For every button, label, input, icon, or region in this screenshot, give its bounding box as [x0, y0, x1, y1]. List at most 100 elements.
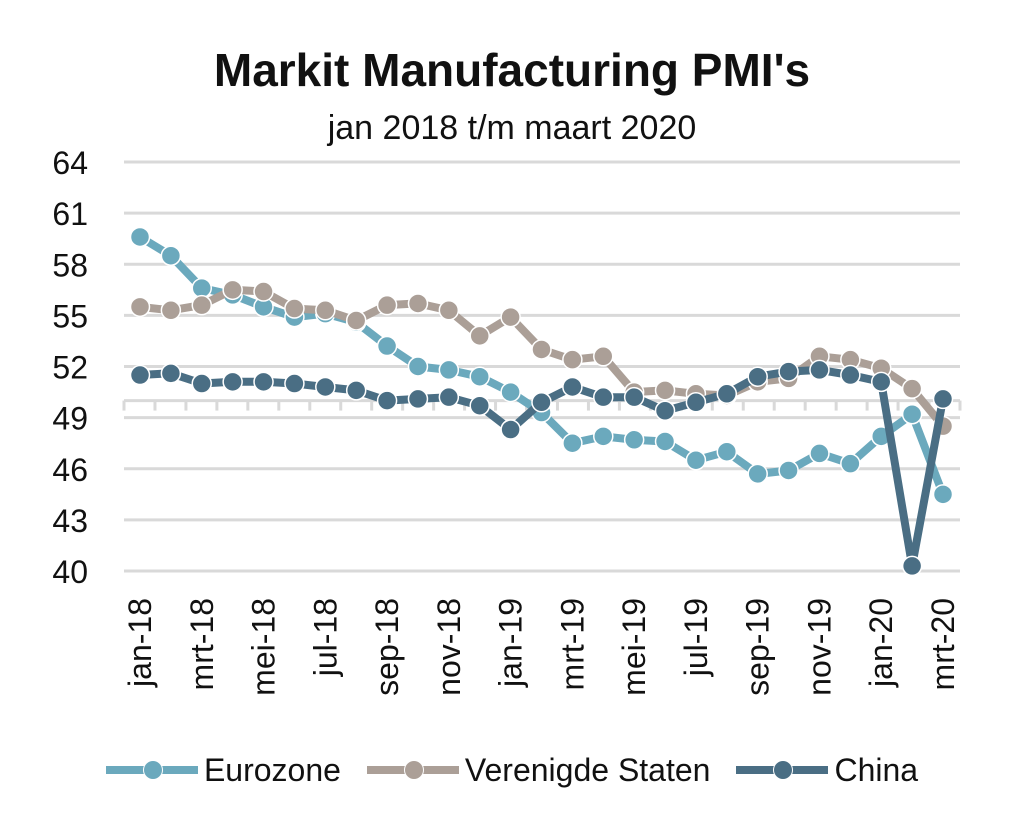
y-tick-label-58: 58 — [52, 247, 88, 283]
x-tick-label-jul-19: jul-19 — [678, 598, 714, 677]
data-point-verenigde-staten-mrt-18[interactable] — [191, 294, 213, 316]
y-tick-label-52: 52 — [52, 350, 88, 386]
data-point-eurozone-dec-18[interactable] — [469, 366, 490, 387]
legend-swatch-china — [736, 760, 829, 780]
data-point-china-jan-18[interactable] — [129, 364, 151, 386]
data-point-china-jan-20[interactable] — [870, 371, 892, 393]
data-point-china-feb-18[interactable] — [160, 363, 182, 384]
data-point-china-okt-19[interactable] — [778, 361, 799, 382]
data-point-china-jun-18[interactable] — [284, 373, 305, 394]
data-point-china-jun-19[interactable] — [654, 400, 676, 422]
data-point-eurozone-nov-18[interactable] — [438, 359, 460, 381]
data-point-eurozone-sep-19[interactable] — [747, 463, 768, 485]
data-point-verenigde-staten-apr-19[interactable] — [593, 346, 614, 367]
legend-item-china[interactable]: China — [736, 752, 918, 789]
data-point-eurozone-mei-19[interactable] — [623, 429, 645, 451]
legend: Eurozone Verenigde Staten China — [0, 742, 1024, 798]
data-point-china-nov-19[interactable] — [809, 359, 830, 381]
x-tick-label-sep-18: sep-18 — [369, 598, 405, 696]
y-tick-label-46: 46 — [52, 452, 88, 488]
y-tick-label-61: 61 — [52, 196, 88, 232]
y-tick-label-55: 55 — [52, 298, 88, 334]
data-point-verenigde-staten-jan-18[interactable] — [129, 296, 151, 318]
data-point-china-mrt-20[interactable] — [932, 388, 954, 410]
data-point-china-sep-19[interactable] — [747, 366, 768, 387]
data-point-china-feb-20[interactable] — [901, 555, 923, 577]
data-point-eurozone-feb-18[interactable] — [160, 245, 182, 266]
data-point-verenigde-staten-apr-18[interactable] — [222, 279, 243, 301]
x-tick-label-jan-18: jan-18 — [122, 598, 158, 688]
data-point-eurozone-jul-19[interactable] — [685, 449, 707, 471]
data-point-eurozone-sep-18[interactable] — [376, 335, 398, 357]
series-layer — [129, 226, 954, 577]
data-point-verenigde-staten-aug-18[interactable] — [345, 310, 367, 331]
data-point-eurozone-feb-20[interactable] — [901, 403, 923, 425]
data-point-eurozone-jan-18[interactable] — [129, 226, 151, 248]
data-point-verenigde-staten-mrt-19[interactable] — [562, 349, 583, 370]
x-tick-label-mei-19: mei-19 — [616, 598, 652, 696]
data-point-eurozone-dec-19[interactable] — [840, 453, 861, 474]
data-point-china-aug-19[interactable] — [716, 383, 738, 405]
series-china — [129, 359, 954, 577]
legend-swatch-eurozone — [105, 760, 198, 780]
y-axis-tick-labels: 40 43 46 49 52 55 58 61 64 — [52, 145, 88, 590]
x-tick-label-mei-18: mei-18 — [246, 598, 282, 696]
data-point-eurozone-jan-19[interactable] — [500, 381, 521, 403]
data-point-verenigde-staten-jan-19[interactable] — [500, 306, 521, 328]
data-point-china-aug-18[interactable] — [345, 380, 367, 401]
data-point-china-okt-18[interactable] — [407, 388, 429, 410]
data-point-eurozone-mrt-19[interactable] — [562, 432, 583, 454]
data-point-china-dec-19[interactable] — [840, 364, 861, 386]
data-point-verenigde-staten-nov-18[interactable] — [438, 300, 460, 321]
chart-title: Markit Manufacturing PMI's — [213, 44, 811, 96]
data-point-verenigde-staten-feb-20[interactable] — [901, 378, 923, 399]
data-point-eurozone-aug-19[interactable] — [716, 441, 738, 462]
data-point-eurozone-okt-18[interactable] — [407, 356, 429, 377]
data-point-china-feb-19[interactable] — [531, 392, 552, 413]
data-point-china-mei-19[interactable] — [623, 386, 645, 408]
y-tick-label-43: 43 — [52, 503, 88, 539]
x-tick-label-mrt-18: mrt-18 — [184, 598, 220, 690]
data-point-china-nov-18[interactable] — [438, 386, 460, 408]
x-tick-label-jan-20: jan-20 — [863, 598, 899, 688]
data-point-verenigde-staten-feb-19[interactable] — [531, 339, 552, 360]
data-point-verenigde-staten-feb-18[interactable] — [160, 300, 182, 321]
legend-item-eurozone[interactable]: Eurozone — [105, 752, 341, 789]
data-point-eurozone-nov-19[interactable] — [809, 443, 830, 464]
data-point-china-jul-18[interactable] — [315, 376, 336, 398]
x-axis-tick-labels: jan-18 mrt-18 mei-18 jul-18 sep-18 nov-18 jan-… — [122, 598, 961, 696]
data-point-verenigde-staten-jun-18[interactable] — [284, 298, 305, 319]
data-point-verenigde-staten-dec-18[interactable] — [469, 325, 490, 347]
data-point-china-sep-18[interactable] — [376, 390, 398, 411]
data-point-china-jul-19[interactable] — [685, 392, 707, 413]
data-point-china-jan-19[interactable] — [500, 419, 521, 440]
data-point-verenigde-staten-jun-19[interactable] — [654, 380, 676, 401]
data-point-verenigde-staten-sep-18[interactable] — [376, 294, 398, 316]
data-point-china-mrt-19[interactable] — [562, 376, 583, 398]
data-point-verenigde-staten-okt-18[interactable] — [407, 293, 429, 314]
data-point-eurozone-okt-19[interactable] — [778, 460, 799, 481]
data-point-china-apr-18[interactable] — [222, 371, 243, 393]
data-point-verenigde-staten-jul-18[interactable] — [315, 300, 336, 321]
y-tick-label-64: 64 — [52, 145, 88, 181]
data-point-china-dec-18[interactable] — [469, 395, 490, 416]
data-point-china-apr-19[interactable] — [593, 386, 614, 408]
data-point-verenigde-staten-mei-18[interactable] — [253, 281, 274, 302]
legend-item-verenigde-staten[interactable]: Verenigde Staten — [366, 751, 711, 789]
data-point-china-mrt-18[interactable] — [191, 373, 213, 394]
y-tick-label-40: 40 — [52, 554, 88, 590]
x-tick-label-mrt-19: mrt-19 — [554, 598, 590, 690]
x-tick-label-mrt-20: mrt-20 — [925, 598, 961, 690]
x-tick-label-nov-19: nov-19 — [801, 598, 837, 696]
data-point-eurozone-jun-19[interactable] — [654, 431, 676, 452]
legend-label-china: China — [834, 751, 919, 788]
legend-label-verenigde-staten: Verenigde Staten — [464, 751, 711, 788]
data-point-china-mei-18[interactable] — [253, 371, 274, 393]
legend-swatch-verenigde-staten — [366, 760, 459, 780]
x-tick-label-jul-18: jul-18 — [307, 598, 343, 677]
data-point-eurozone-mrt-20[interactable] — [932, 484, 954, 505]
data-point-eurozone-mrt-18[interactable] — [191, 277, 213, 299]
data-point-eurozone-apr-19[interactable] — [593, 426, 614, 447]
chart-subtitle: jan 2018 t/m maart 2020 — [327, 109, 697, 147]
x-tick-label-sep-19: sep-19 — [740, 598, 776, 696]
